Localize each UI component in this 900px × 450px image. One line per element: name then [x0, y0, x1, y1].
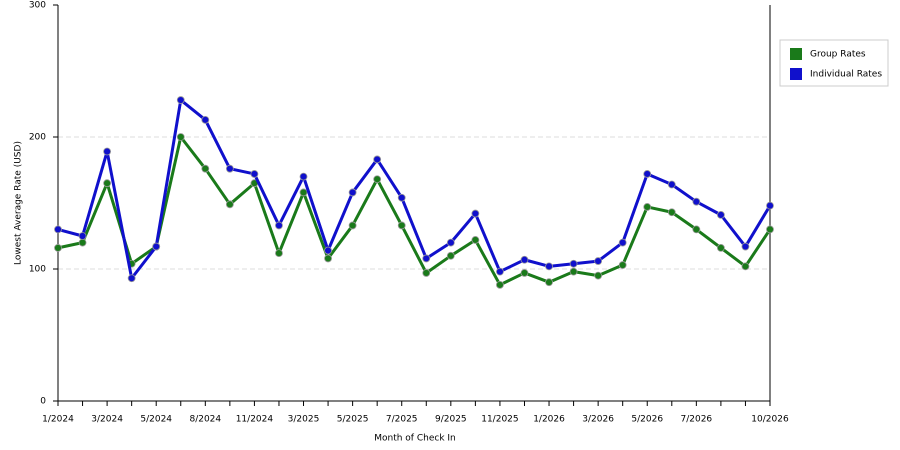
- point: [741, 242, 750, 251]
- x-tick-label: 10/2026: [751, 415, 789, 425]
- point: [667, 208, 676, 217]
- legend-swatch: [790, 68, 802, 80]
- point: [618, 238, 627, 247]
- point: [152, 242, 161, 251]
- y-tick-label: 100: [29, 265, 46, 275]
- x-tick-label: 9/2025: [435, 415, 467, 425]
- point: [54, 243, 62, 252]
- x-tick-label: 11/2024: [236, 415, 274, 425]
- point: [618, 261, 627, 269]
- point: [176, 133, 185, 141]
- point: [78, 238, 87, 247]
- point: [225, 200, 234, 209]
- point: [520, 269, 529, 277]
- point: [545, 262, 553, 271]
- point: [594, 257, 603, 265]
- point: [741, 262, 750, 271]
- point: [569, 267, 578, 276]
- point: [545, 278, 553, 287]
- point: [520, 255, 529, 264]
- x-tick-label: 3/2026: [582, 415, 614, 425]
- point: [643, 170, 652, 178]
- point: [54, 225, 62, 234]
- point: [201, 164, 210, 173]
- point: [225, 164, 234, 173]
- y-tick-label: 200: [29, 133, 46, 143]
- point: [766, 225, 774, 234]
- point: [716, 210, 725, 219]
- point: [348, 188, 357, 197]
- point: [716, 243, 725, 252]
- point: [422, 254, 431, 263]
- x-axis-label: Month of Check In: [374, 434, 456, 444]
- point: [397, 193, 406, 202]
- point: [496, 280, 504, 289]
- legend-label: Group Rates: [810, 50, 866, 60]
- x-tick-label: 5/2026: [631, 415, 663, 425]
- point: [692, 225, 701, 234]
- point: [692, 197, 701, 206]
- legend-swatch: [790, 48, 802, 60]
- x-tick-label: 5/2024: [140, 415, 172, 425]
- x-tick-label: 3/2025: [288, 415, 320, 425]
- point: [250, 170, 259, 178]
- point: [471, 209, 480, 218]
- point: [373, 155, 382, 164]
- point: [299, 188, 308, 197]
- point: [299, 172, 308, 181]
- point: [275, 221, 283, 230]
- series-line: [57, 135, 772, 287]
- y-tick-label: 0: [40, 397, 46, 407]
- point: [643, 203, 652, 211]
- point: [176, 96, 185, 104]
- point: [496, 267, 504, 276]
- point: [275, 249, 283, 258]
- point: [103, 179, 112, 188]
- x-tick-label: 7/2025: [386, 415, 418, 425]
- x-tick-label: 5/2025: [337, 415, 369, 425]
- point: [594, 271, 603, 280]
- point: [446, 238, 455, 247]
- x-tick-label: 1/2024: [42, 415, 74, 425]
- x-tick-label: 7/2026: [681, 415, 713, 425]
- point: [667, 180, 676, 189]
- legend-label: Individual Rates: [810, 70, 882, 80]
- point: [348, 221, 357, 230]
- series-line: [57, 98, 772, 280]
- y-tick-label: 300: [29, 1, 46, 11]
- point: [373, 175, 382, 184]
- point: [422, 269, 431, 277]
- point: [103, 147, 112, 156]
- point: [446, 251, 455, 260]
- point: [397, 221, 406, 230]
- x-tick-label: 11/2025: [481, 415, 518, 425]
- y-axis-label: Lowest Average Rate (USD): [14, 141, 24, 265]
- x-tick-label: 3/2024: [91, 415, 123, 425]
- point: [201, 115, 210, 124]
- x-tick-label: 8/2024: [189, 415, 221, 425]
- point: [766, 201, 774, 210]
- point: [78, 232, 87, 240]
- point: [127, 274, 136, 283]
- point: [324, 254, 332, 263]
- x-tick-label: 1/2026: [533, 415, 565, 425]
- point: [324, 246, 332, 255]
- point: [569, 259, 578, 268]
- point: [471, 236, 480, 244]
